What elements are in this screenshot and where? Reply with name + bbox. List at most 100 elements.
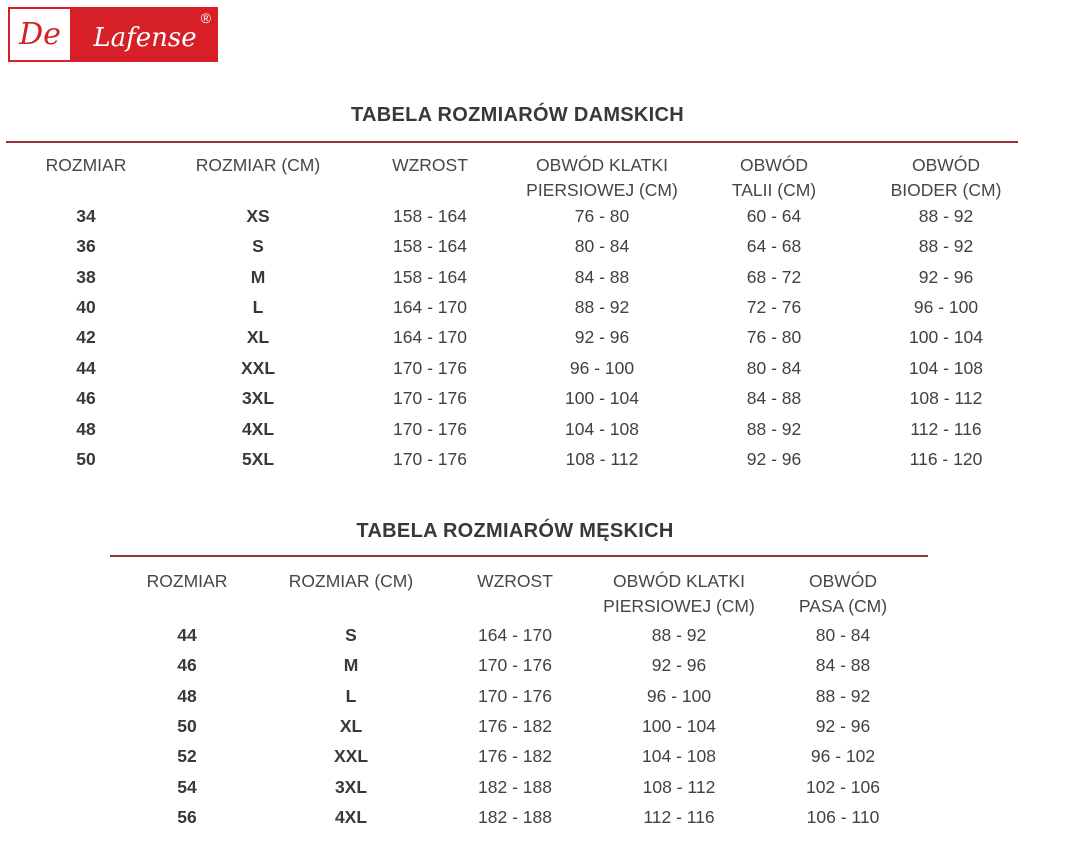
table-cell: 96 - 102 — [810, 746, 876, 767]
table-cell: 158 - 164 — [393, 236, 467, 257]
table-cell: 52 — [177, 746, 197, 767]
table-cell: 170 - 176 — [478, 655, 552, 676]
table-cell: S — [252, 236, 264, 257]
table-cell: 44 — [177, 624, 197, 645]
table-cell: M — [250, 266, 266, 287]
logo-de-text: De — [19, 16, 61, 52]
table-cell: M — [343, 655, 359, 676]
table-cell: 104 - 108 — [642, 746, 716, 767]
table-row: 44 S 164 - 170 88 - 92 80 - 84 — [105, 620, 925, 650]
table-cell: 34 — [76, 205, 96, 226]
table-cell: 4XL — [334, 807, 368, 828]
table-cell: 80 - 84 — [746, 357, 802, 378]
table-cell: XL — [339, 716, 363, 737]
table-cell: 50 — [76, 449, 96, 470]
table-cell: 102 - 106 — [806, 776, 880, 797]
men-table-title: TABELA ROZMIARÓW MĘSKICH — [356, 520, 674, 542]
logo-de-box: De — [8, 7, 72, 62]
table-row: 36 S 158 - 164 80 - 84 64 - 68 88 - 92 — [0, 231, 1032, 261]
column-header: ROZMIAR — [146, 571, 228, 591]
column-header: ROZMIAR (CM) — [195, 155, 321, 175]
table-cell: 100 - 104 — [642, 716, 716, 737]
table-cell: 80 - 84 — [815, 624, 871, 645]
table-cell: 170 - 176 — [393, 388, 467, 409]
women-table-title: TABELA ROZMIARÓW DAMSKICH — [350, 104, 685, 126]
table-row: 50 XL 176 - 182 100 - 104 92 - 96 — [105, 711, 925, 741]
table-cell: 170 - 176 — [393, 357, 467, 378]
table-cell: 182 - 188 — [478, 807, 552, 828]
column-header: OBWÓD TALII (CM) — [731, 155, 817, 200]
table-cell: 96 - 100 — [913, 297, 979, 318]
registered-trademark-icon: ® — [200, 10, 211, 26]
table-cell: L — [252, 297, 264, 318]
table-cell: 108 - 112 — [642, 776, 716, 797]
table-cell: 84 - 88 — [574, 266, 630, 287]
table-cell: 36 — [76, 236, 96, 257]
men-table-header: ROZMIAR ROZMIAR (CM) WZROST OBWÓD KLATKI PIE… — [105, 569, 925, 619]
table-cell: 92 - 96 — [815, 716, 871, 737]
table-cell: 3XL — [334, 776, 368, 797]
table-cell: 40 — [76, 297, 96, 318]
table-cell: 84 - 88 — [815, 655, 871, 676]
table-cell: 42 — [76, 327, 96, 348]
table-cell: L — [345, 685, 357, 706]
table-cell: 104 - 108 — [909, 357, 983, 378]
table-row: 46 M 170 - 176 92 - 96 84 - 88 — [105, 650, 925, 680]
table-cell: 158 - 164 — [393, 266, 467, 287]
table-cell: 158 - 164 — [393, 205, 467, 226]
table-cell: 164 - 170 — [393, 327, 467, 348]
table-cell: 76 - 80 — [574, 205, 630, 226]
table-cell: 100 - 104 — [909, 327, 983, 348]
logo-lafense-box: ® Lafense — [72, 7, 218, 62]
table-cell: 92 - 96 — [918, 266, 974, 287]
table-cell: 112 - 116 — [910, 418, 982, 439]
table-cell: 72 - 76 — [746, 297, 802, 318]
table-cell: 164 - 170 — [478, 624, 552, 645]
table-row: 50 5XL 170 - 176 108 - 112 92 - 96 116 - 120 — [0, 445, 1032, 475]
table-cell: S — [345, 624, 357, 645]
table-row: 44 XXL 170 - 176 96 - 100 80 - 84 104 - 108 — [0, 353, 1032, 383]
table-cell: 56 — [177, 807, 197, 828]
women-title-rule — [6, 141, 1018, 143]
table-cell: 76 - 80 — [746, 327, 802, 348]
table-cell: 88 - 92 — [918, 205, 974, 226]
table-row: 46 3XL 170 - 176 100 - 104 84 - 88 108 - 112 — [0, 384, 1032, 414]
table-cell: 88 - 92 — [574, 297, 630, 318]
column-header: WZROST — [392, 155, 468, 175]
table-cell: 88 - 92 — [746, 418, 802, 439]
table-cell: 176 - 182 — [478, 746, 552, 767]
table-row: 54 3XL 182 - 188 108 - 112 102 - 106 — [105, 772, 925, 802]
table-cell: 50 — [177, 716, 197, 737]
men-table-body: 44 S 164 - 170 88 - 92 80 - 84 46 M 170 - 176 92… — [105, 620, 925, 833]
table-cell: 170 - 176 — [393, 418, 467, 439]
table-cell: 112 - 116 — [643, 807, 715, 828]
table-row: 40 L 164 - 170 88 - 92 72 - 76 96 - 100 — [0, 292, 1032, 322]
table-cell: 170 - 176 — [393, 449, 467, 470]
table-cell: 38 — [76, 266, 96, 287]
table-cell: 5XL — [241, 449, 275, 470]
table-cell: 92 - 96 — [746, 449, 802, 470]
table-cell: XXL — [240, 357, 276, 378]
women-table-header: ROZMIAR ROZMIAR (CM) WZROST OBWÓD KLATKI PIE… — [0, 153, 1032, 203]
table-row: 42 XL 164 - 170 92 - 96 76 - 80 100 - 104 — [0, 323, 1032, 353]
table-cell: XL — [246, 327, 270, 348]
table-cell: 104 - 108 — [565, 418, 639, 439]
women-table-body: 34 XS 158 - 164 76 - 80 60 - 64 88 - 92 36 S 158… — [0, 201, 1032, 475]
table-cell: 92 - 96 — [651, 655, 707, 676]
column-header: OBWÓD BIODER (CM) — [890, 155, 1002, 200]
table-cell: 46 — [177, 655, 197, 676]
table-cell: 68 - 72 — [746, 266, 802, 287]
table-row: 52 XXL 176 - 182 104 - 108 96 - 102 — [105, 742, 925, 772]
table-cell: 96 - 100 — [569, 357, 635, 378]
table-cell: 100 - 104 — [565, 388, 639, 409]
table-cell: 60 - 64 — [746, 205, 802, 226]
table-row: 38 M 158 - 164 84 - 88 68 - 72 92 - 96 — [0, 262, 1032, 292]
table-cell: 80 - 84 — [574, 236, 630, 257]
column-header: OBWÓD PASA (CM) — [798, 571, 888, 616]
table-row: 48 L 170 - 176 96 - 100 88 - 92 — [105, 681, 925, 711]
column-header: ROZMIAR — [45, 155, 127, 175]
table-cell: 170 - 176 — [478, 685, 552, 706]
table-row: 48 4XL 170 - 176 104 - 108 88 - 92 112 - 116 — [0, 414, 1032, 444]
table-cell: 48 — [76, 418, 96, 439]
logo-lafense-text: Lafense — [93, 22, 197, 53]
